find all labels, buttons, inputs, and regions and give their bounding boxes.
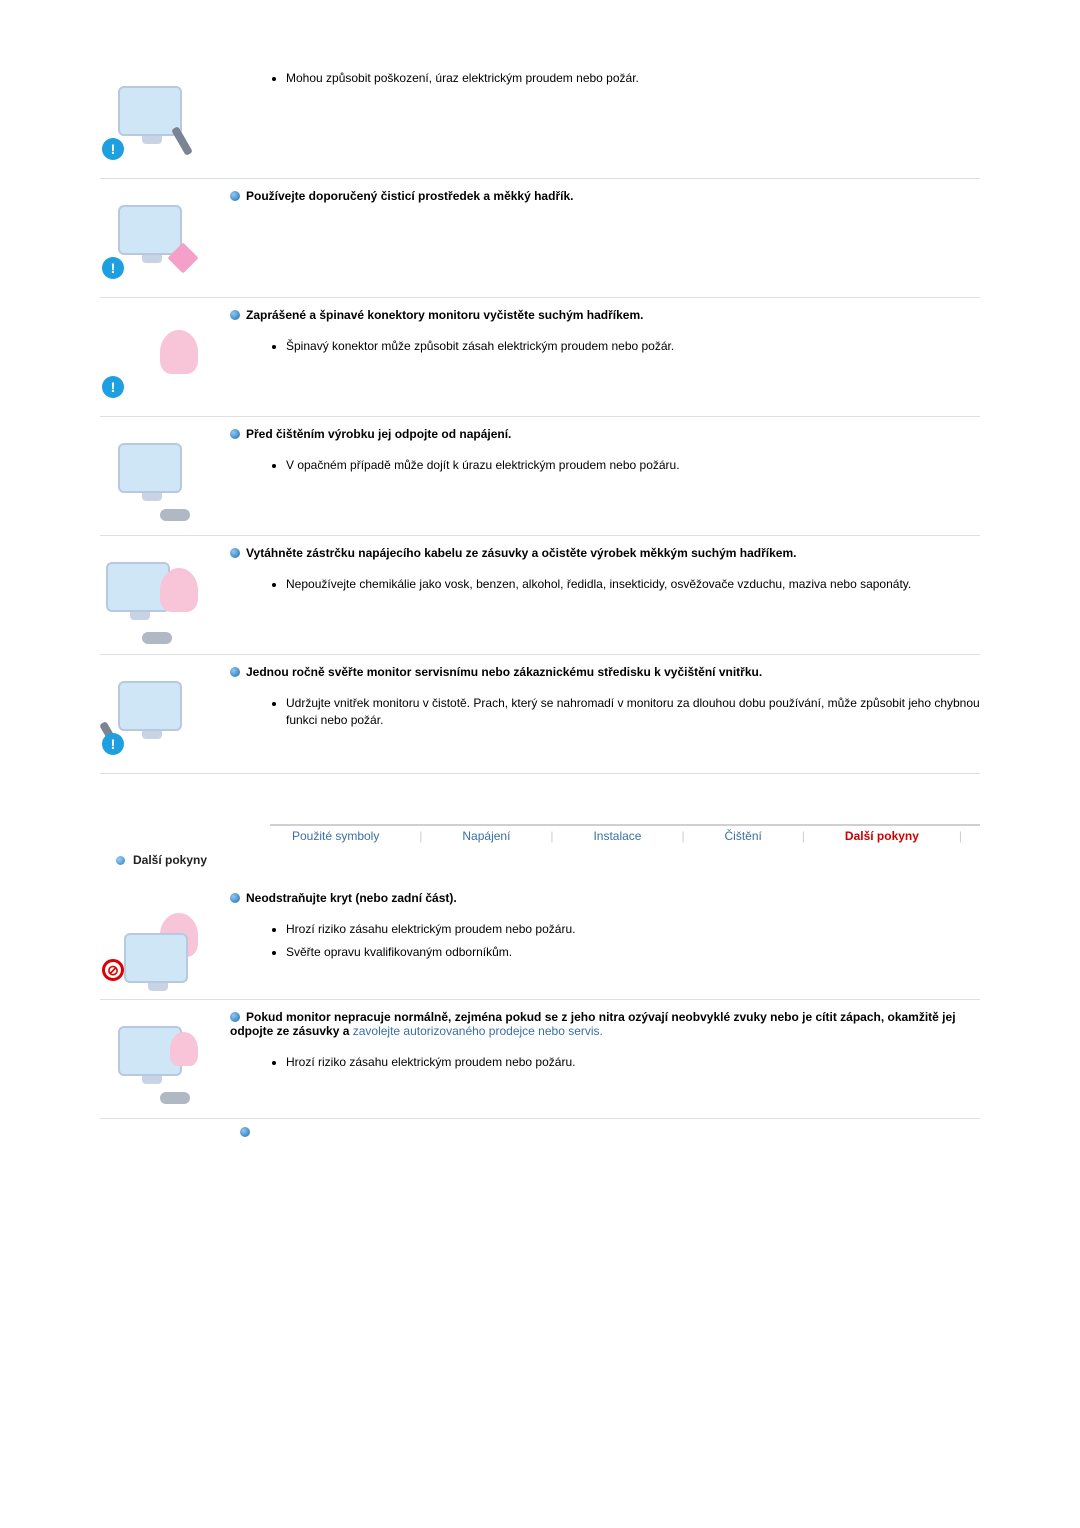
tab-separator: | (802, 829, 805, 843)
safety-section: ⊘ Neodstraňujte kryt (nebo zadní část). … (100, 881, 980, 1000)
bullet-item: Hrozí riziko zásahu elektrickým proudem … (286, 921, 980, 938)
section-heading: Neodstraňujte kryt (nebo zadní část). (230, 891, 980, 905)
bullet-item: Nepoužívejte chemikálie jako vosk, benze… (286, 576, 980, 593)
section-illustration: ⊘ (100, 891, 230, 987)
section-illustration: ! (100, 70, 230, 166)
sub-bullet-icon (116, 856, 125, 865)
section-heading: Vytáhněte zástrčku napájecího kabelu ze … (230, 546, 980, 560)
section-heading: Před čištěním výrobku jej odpojte od nap… (230, 427, 980, 441)
service-clean-icon: ! (100, 671, 200, 761)
bullet-list: Hrozí riziko zásahu elektrickým proudem … (286, 921, 980, 961)
section-heading: Používejte doporučený čisticí prostředek… (230, 189, 980, 203)
section-nav-tabs: Použité symboly | Napájení | Instalace | Či… (270, 824, 980, 843)
bullet-list: Nepoužívejte chemikálie jako vosk, benze… (286, 576, 980, 593)
monitor-spray-icon: ! (100, 76, 200, 166)
bullet-arrow-icon (230, 191, 240, 201)
bullet-list: Mohou způsobit poškození, úraz elektrick… (286, 70, 980, 87)
bullet-item: V opačném případě může dojít k úrazu ele… (286, 457, 980, 474)
no-remove-cover-icon: ⊘ (100, 897, 200, 987)
bullet-item: Špinavý konektor může způsobit zásah ele… (286, 338, 980, 355)
tab-separator: | (959, 829, 962, 843)
safety-section: Pokud monitor nepracuje normálně, zejmén… (100, 1000, 980, 1119)
tab-symbols[interactable]: Použité symboly (288, 829, 383, 843)
tab-install[interactable]: Instalace (589, 829, 645, 843)
section-heading: Zaprášené a špinavé konektory monitoru v… (230, 308, 980, 322)
bullet-arrow-icon (240, 1127, 250, 1137)
bullet-list: Udržujte vnitřek monitoru v čistotě. Pra… (286, 695, 980, 729)
bullet-item: Mohou způsobit poškození, úraz elektrick… (286, 70, 980, 87)
trailing-marker (240, 1125, 980, 1139)
section-illustration: ! (100, 665, 230, 761)
bullet-list: V opačném případě může dojít k úrazu ele… (286, 457, 980, 474)
section-illustration: ! (100, 189, 230, 285)
tab-cleaning[interactable]: Čištění (721, 829, 766, 843)
safety-section: Vytáhněte zástrčku napájecího kabelu ze … (100, 536, 980, 655)
tab-other[interactable]: Další pokyny (841, 829, 923, 843)
person-clean-icon: ! (100, 314, 200, 404)
subsection-header: Další pokyny (116, 853, 980, 867)
bullet-item: Svěřte opravu kvalifikovaným odborníkům. (286, 944, 980, 961)
section-illustration (100, 427, 230, 523)
page-content: ! Mohou způsobit poškození, úraz elektri… (0, 0, 1080, 1199)
contact-dealer-link[interactable]: zavolejte autorizovaného prodejce nebo s… (353, 1024, 603, 1038)
person-unplug-wipe-icon (100, 552, 200, 642)
tab-separator: | (550, 829, 553, 843)
bullet-arrow-icon (230, 429, 240, 439)
section-illustration (100, 1010, 230, 1106)
bullet-arrow-icon (230, 310, 240, 320)
safety-section: ! Zaprášené a špinavé konektory monitoru… (100, 298, 980, 417)
monitor-unplug-icon (100, 433, 200, 523)
tab-separator: | (419, 829, 422, 843)
bullet-arrow-icon (230, 667, 240, 677)
safety-section: ! Jednou ročně svěřte monitor servisnímu… (100, 655, 980, 774)
bullet-list: Hrozí riziko zásahu elektrickým proudem … (286, 1054, 980, 1071)
section-heading: Pokud monitor nepracuje normálně, zejmén… (230, 1010, 980, 1038)
safety-section: ! Mohou způsobit poškození, úraz elektri… (100, 60, 980, 179)
section-illustration: ! (100, 308, 230, 404)
safety-section: Před čištěním výrobku jej odpojte od nap… (100, 417, 980, 536)
bullet-item: Hrozí riziko zásahu elektrickým proudem … (286, 1054, 980, 1071)
abnormal-unplug-icon (100, 1016, 200, 1106)
section-illustration (100, 546, 230, 642)
section-heading: Jednou ročně svěřte monitor servisnímu n… (230, 665, 980, 679)
tab-separator: | (681, 829, 684, 843)
bullet-item: Udržujte vnitřek monitoru v čistotě. Pra… (286, 695, 980, 729)
safety-section: ! Používejte doporučený čisticí prostřed… (100, 179, 980, 298)
bullet-arrow-icon (230, 1012, 240, 1022)
bullet-arrow-icon (230, 893, 240, 903)
tab-power[interactable]: Napájení (458, 829, 514, 843)
bullet-list: Špinavý konektor může způsobit zásah ele… (286, 338, 980, 355)
bullet-arrow-icon (230, 548, 240, 558)
monitor-cloth-icon: ! (100, 195, 200, 285)
